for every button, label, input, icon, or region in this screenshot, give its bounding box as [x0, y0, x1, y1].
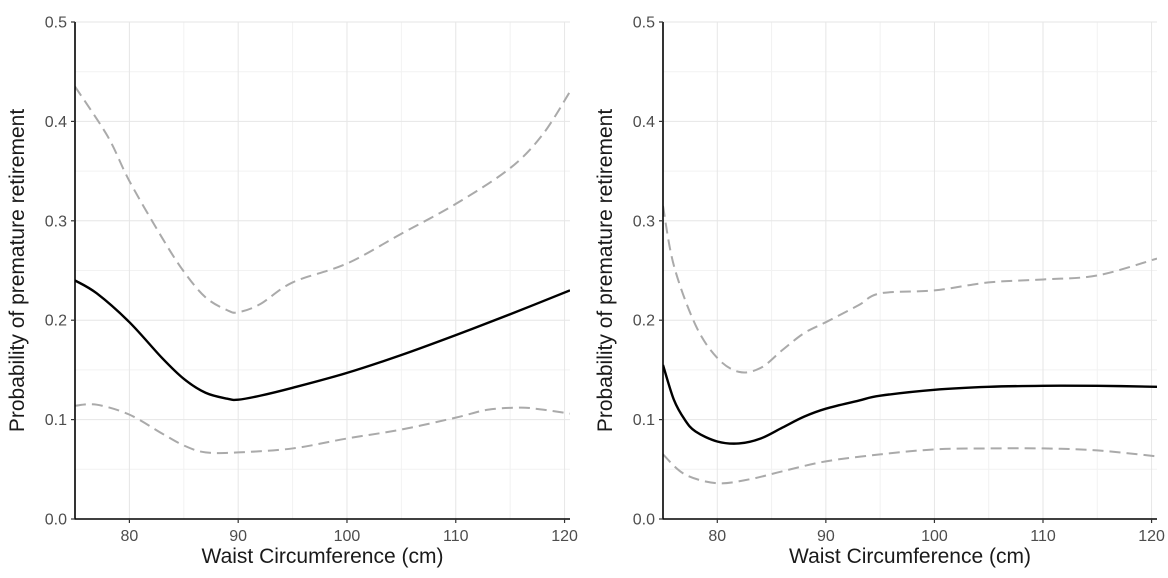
x-axis-title: Waist Circumference (cm): [202, 545, 444, 568]
x-tick-label: 100: [334, 528, 361, 545]
y-axis-title: Probability of premature retirement: [594, 109, 617, 432]
series-line-lower-bound: [75, 403, 570, 455]
y-tick-label: 0.4: [45, 114, 67, 131]
y-tick-label: 0.1: [633, 412, 655, 429]
x-tick-label: 100: [921, 528, 948, 545]
y-tick-label: 0.5: [45, 15, 67, 32]
y-tick-label: 0.2: [633, 313, 655, 330]
y-tick-label: 0.3: [45, 213, 67, 230]
x-tick-label: 90: [817, 528, 835, 545]
x-tick-label: 110: [443, 528, 469, 545]
x-tick-label: 120: [551, 528, 578, 545]
x-tick-label: 80: [708, 528, 726, 545]
series-line-lower-bound: [663, 447, 1157, 485]
series-line-estimate: [75, 279, 570, 402]
y-tick-label: 0.1: [45, 412, 67, 429]
x-tick-label: 90: [229, 528, 247, 545]
series-lines: [663, 205, 1157, 485]
y-tick-label: 0.4: [633, 114, 655, 131]
y-tick-label: 0.2: [45, 313, 67, 330]
x-axis-title: Waist Circumference (cm): [789, 545, 1031, 568]
y-axis-title: Probability of premature retirement: [6, 109, 29, 432]
chart-panel-1: 0.0 0.1 0.2 0.3 0.4 0.5 80 90 100 110 120 Waist Cir…: [6, 15, 578, 569]
y-tick-label: 0.5: [633, 15, 655, 32]
series-line-upper-bound: [75, 86, 570, 314]
y-tick-label: 0.0: [633, 512, 655, 529]
x-tick-label: 80: [120, 528, 138, 545]
series-lines: [75, 86, 570, 455]
x-tick-label: 110: [1030, 528, 1056, 545]
gridlines: [74, 21, 570, 520]
series-line-estimate: [663, 364, 1157, 445]
chart-panel-2: 0.0 0.1 0.2 0.3 0.4 0.5 80 90 100 110 120 Waist Cir…: [594, 15, 1165, 569]
series-line-upper-bound: [663, 205, 1157, 374]
y-tick-label: 0.0: [45, 512, 67, 529]
x-tick-label: 120: [1138, 528, 1165, 545]
y-tick-label: 0.3: [633, 213, 655, 230]
